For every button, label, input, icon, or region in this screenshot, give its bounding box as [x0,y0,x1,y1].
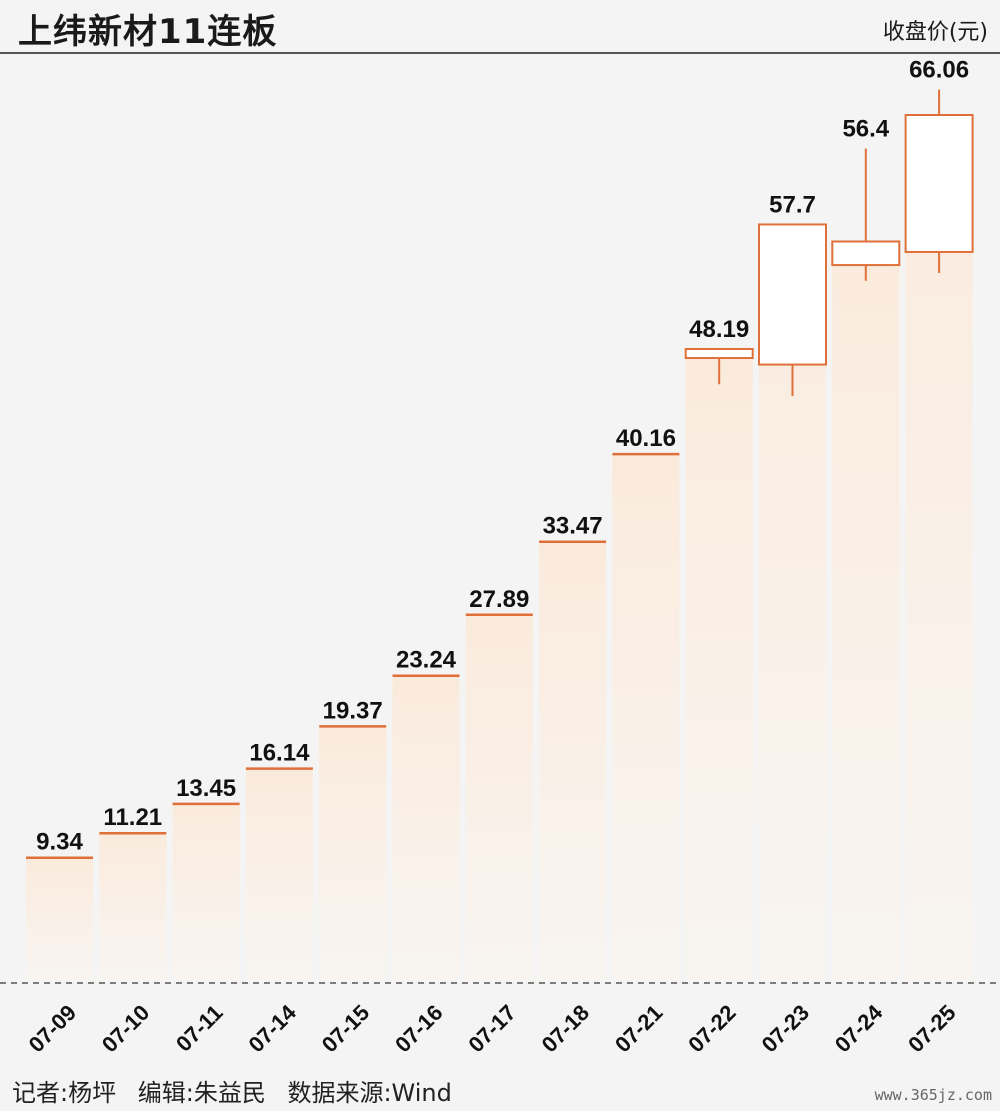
x-tick-label: 07-18 [537,1000,594,1057]
price-column [465,614,533,980]
x-tick-label: 07-11 [171,1000,228,1057]
price-column [99,833,167,980]
price-chart: 9.34 11.21 13.45 16.14 19.37 23.24 27.89 33.47 4… [0,57,1000,1057]
unit-label: 收盘价(元) [882,20,988,45]
data-label: 16.14 [249,740,310,767]
price-column [26,857,93,980]
price-column [245,768,313,980]
reporter-credit: 记者:杨坪 [12,1079,117,1107]
x-tick-label: 07-16 [390,1000,447,1057]
candle-body [758,223,827,366]
footer-credits: 记者:杨坪 编辑:朱益民 数据来源:Wind [12,1073,466,1108]
source-credit: 数据来源:Wind [287,1079,452,1107]
watermark: www.365jz.com [874,1086,992,1104]
price-column [319,726,387,980]
data-label: 27.89 [469,586,529,613]
price-column [392,675,460,980]
x-tick-label: 07-10 [97,1000,154,1057]
x-tick-label: 07-15 [317,1000,374,1057]
data-label: 9.34 [36,829,83,856]
x-tick-label: 07-22 [683,1000,740,1057]
data-label: 57.7 [769,191,816,218]
x-tick-label: 07-17 [463,1000,520,1057]
chart-title: 上纬新材11连板 [18,12,278,52]
data-label: 48.19 [689,316,749,343]
price-column [539,541,607,980]
editor-credit: 编辑:朱益民 [137,1079,266,1107]
data-label: 19.37 [323,697,383,724]
candle-body [831,240,901,267]
data-label: 40.16 [616,425,676,452]
candle-body [684,347,754,360]
price-column [685,348,753,981]
x-tick-label: 07-14 [243,999,301,1057]
price-column [832,241,900,980]
marks-layer: 9.34 11.21 13.45 16.14 19.37 23.24 27.89 33.47 4… [26,57,974,859]
data-label: 33.47 [543,513,603,540]
data-label: 13.45 [176,775,236,802]
data-label: 11.21 [103,804,162,831]
candle-body [904,114,974,253]
x-tick-label: 07-09 [24,1000,81,1057]
price-column [172,803,240,980]
data-label: 56.4 [842,116,889,143]
data-label: 66.06 [909,57,969,84]
x-tick-label: 07-21 [610,1000,667,1057]
x-tick-label: 07-23 [757,1000,814,1057]
header-divider [0,52,1000,54]
price-column [612,454,680,980]
x-tick-labels: 07-09 07-10 07-11 07-14 07-15 07-16 07-17 07-18… [24,999,961,1057]
x-tick-label: 07-25 [903,1000,960,1057]
x-tick-label: 07-24 [830,999,888,1057]
columns-layer [26,115,973,981]
data-label: 23.24 [396,647,457,674]
